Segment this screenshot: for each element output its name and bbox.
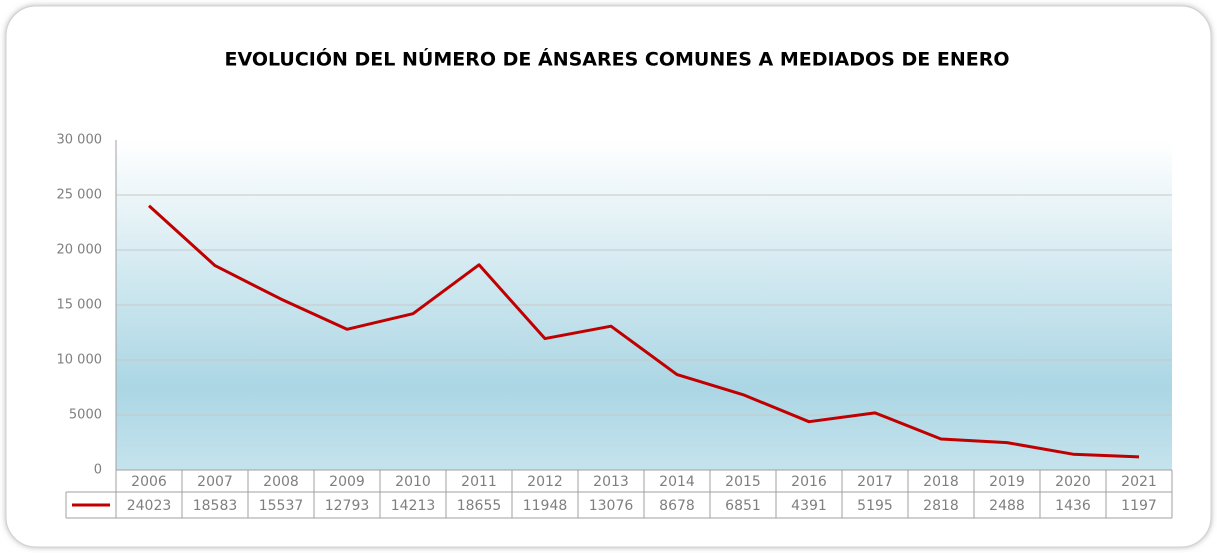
table-value: 2488 (989, 498, 1025, 514)
table-value: 11948 (523, 498, 568, 514)
y-tick-label: 5000 (69, 408, 102, 423)
y-tick-label: 20 000 (57, 243, 103, 258)
table-value: 24023 (127, 498, 172, 514)
y-tick-label: 25 000 (57, 188, 103, 203)
x-tick-label: 2017 (857, 474, 893, 490)
y-tick-label: 0 (94, 463, 102, 478)
y-tick-label: 15 000 (57, 298, 103, 313)
y-tick-label: 10 000 (57, 353, 103, 368)
table-value: 4391 (791, 498, 827, 514)
x-tick-label: 2014 (659, 474, 695, 490)
chart-title: EVOLUCIÓN DEL NÚMERO DE ÁNSARES COMUNES … (225, 47, 1010, 71)
x-tick-label: 2021 (1121, 474, 1157, 490)
x-tick-label: 2012 (527, 474, 563, 490)
x-tick-label: 2015 (725, 474, 761, 490)
table-value: 12793 (325, 498, 370, 514)
table-value: 1197 (1121, 498, 1157, 514)
x-tick-label: 2010 (395, 474, 431, 490)
table-value: 14213 (391, 498, 436, 514)
x-tick-label: 2016 (791, 474, 827, 490)
table-value: 13076 (589, 498, 634, 514)
x-tick-label: 2018 (923, 474, 959, 490)
table-value: 6851 (725, 498, 761, 514)
x-tick-label: 2006 (131, 474, 167, 490)
table-value: 5195 (857, 498, 893, 514)
x-tick-label: 2013 (593, 474, 629, 490)
table-value: 18583 (193, 498, 238, 514)
line-series (147, 204, 1140, 459)
x-tick-label: 2020 (1055, 474, 1091, 490)
table-value: 18655 (457, 498, 502, 514)
y-tick-label: 30 000 (57, 133, 103, 148)
table-value: 2818 (923, 498, 959, 514)
x-tick-label: 2009 (329, 474, 365, 490)
x-tick-label: 2008 (263, 474, 299, 490)
x-tick-label: 2011 (461, 474, 497, 490)
table-value: 1436 (1055, 498, 1091, 514)
table-value: 15537 (259, 498, 304, 514)
x-tick-label: 2007 (197, 474, 233, 490)
x-tick-label: 2019 (989, 474, 1025, 490)
table-value: 8678 (659, 498, 695, 514)
